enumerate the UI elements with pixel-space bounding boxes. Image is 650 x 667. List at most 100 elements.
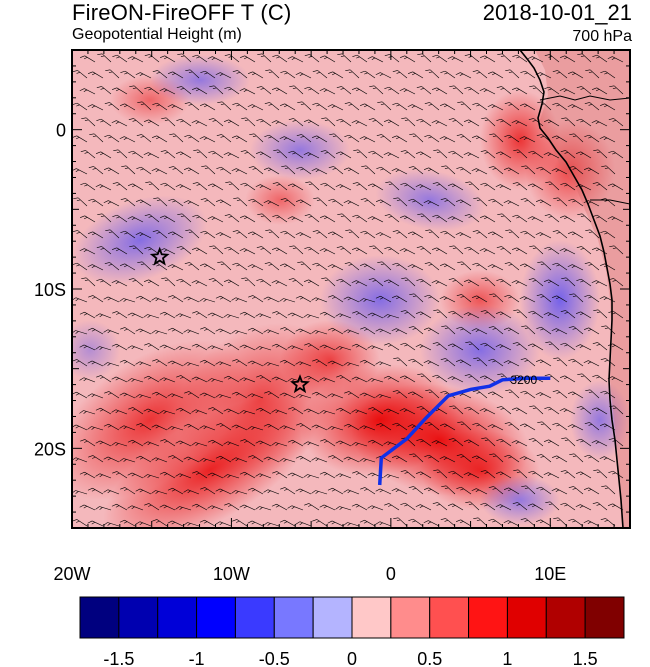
wind-barb [112, 182, 128, 191]
wind-barb [568, 518, 584, 527]
wind-barb [239, 344, 256, 351]
wind-barb [367, 216, 384, 223]
wind-barb [432, 214, 448, 223]
wind-barb [167, 104, 184, 111]
colorbar-swatch [273, 596, 314, 639]
wind-barb [231, 330, 248, 335]
wind-barb [568, 486, 584, 495]
wind-barb [272, 471, 288, 479]
wind-barb [127, 345, 144, 351]
wind-barb [529, 85, 544, 95]
wind-barb [247, 393, 264, 399]
wind-barb [279, 298, 296, 303]
wind-barb [399, 375, 416, 383]
wind-barb [129, 245, 144, 255]
wind-barb [367, 56, 384, 63]
wind-barb [391, 168, 408, 175]
wind-barb [175, 151, 192, 159]
wind-barb [304, 503, 320, 511]
wind-barb [551, 328, 568, 335]
wind-barb [351, 343, 368, 351]
wind-barb [176, 86, 192, 95]
wind-barb [584, 454, 600, 463]
wind-barb [176, 118, 192, 127]
wind-barb [111, 503, 128, 511]
wind-barb [480, 502, 496, 511]
wind-barb [584, 134, 600, 143]
colorbar-label: 1.5 [573, 649, 598, 667]
colorbar-label: -0.5 [259, 649, 290, 667]
wind-barb [183, 362, 200, 367]
wind-barb [383, 152, 400, 159]
wind-barb [200, 230, 216, 239]
wind-barb [120, 198, 136, 207]
wind-barb [457, 261, 472, 271]
wind-barb [592, 502, 608, 511]
wind-barb [327, 327, 344, 335]
wind-barb [176, 375, 192, 383]
wind-barb [239, 55, 256, 63]
wind-barb [321, 277, 336, 287]
wind-barb [593, 309, 608, 319]
wind-barb [191, 442, 208, 447]
wind-barb [280, 487, 296, 495]
wind-barb [135, 328, 152, 335]
wind-barb [415, 311, 432, 319]
star-marker [149, 246, 170, 266]
wind-barb [199, 136, 216, 143]
wind-barb [223, 474, 240, 479]
wind-barb [80, 150, 96, 159]
wind-barb [416, 86, 432, 95]
wind-barb [591, 407, 608, 415]
wind-barb [119, 519, 136, 527]
wind-barb [72, 70, 88, 79]
wind-barb [183, 296, 200, 303]
wind-barb [455, 359, 472, 367]
wind-barb [511, 87, 528, 95]
wind-barb [247, 264, 264, 271]
wind-barb [129, 85, 144, 95]
wind-barb [345, 229, 360, 239]
wind-barb [447, 503, 464, 511]
wind-barb [241, 117, 256, 127]
wind-barb [167, 71, 184, 79]
wind-barb [111, 120, 128, 127]
wind-barb [119, 392, 136, 399]
wind-barb [199, 298, 216, 303]
wind-barb [375, 488, 392, 495]
wind-barb [136, 166, 152, 175]
wind-barb [80, 182, 96, 191]
wind-barb [351, 280, 368, 287]
wind-barb [87, 487, 104, 495]
wind-barb [271, 280, 288, 287]
wind-barb [304, 86, 320, 95]
wind-barb [271, 409, 288, 415]
wind-barb [152, 359, 168, 367]
coastline [519, 50, 624, 528]
wind-barb [239, 410, 256, 415]
wind-barb [104, 134, 120, 143]
wind-barb [439, 103, 456, 111]
wind-barb [105, 69, 120, 79]
wind-barb [375, 232, 392, 239]
wind-barb [336, 118, 352, 127]
wind-barb [143, 441, 160, 447]
wind-barb [87, 71, 104, 79]
wind-barb [585, 69, 600, 79]
wind-barb [503, 200, 520, 207]
wind-barb [359, 519, 376, 527]
wind-barb [369, 85, 384, 95]
wind-barb [359, 392, 376, 399]
wind-barb [167, 487, 184, 495]
wind-barb [407, 264, 424, 271]
colorbar-swatch [351, 596, 392, 639]
wind-barb [424, 102, 440, 111]
wind-barb [391, 135, 408, 143]
wind-barb [393, 197, 408, 207]
wind-barb [440, 198, 456, 207]
wind-barb [287, 505, 304, 511]
wind-barb [383, 279, 400, 287]
wind-barb [369, 245, 384, 255]
wind-barb [143, 408, 160, 415]
wind-barb [432, 502, 448, 511]
